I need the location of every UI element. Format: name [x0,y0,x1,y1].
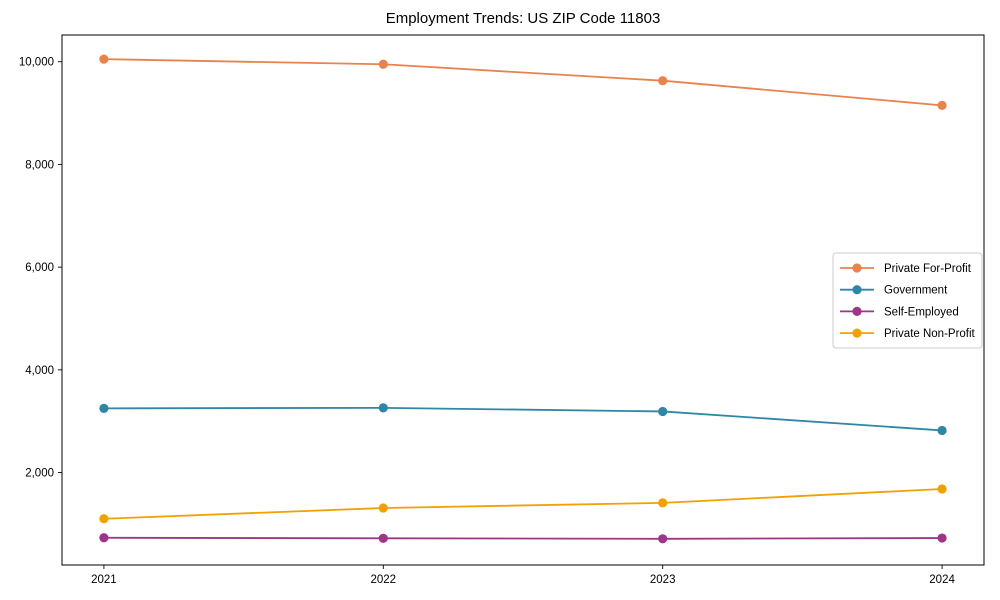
data-point-private-for-profit [99,54,109,64]
data-point-self-employed [658,534,668,544]
x-tick-label: 2021 [91,574,117,586]
data-point-government [937,425,947,436]
series-line-self-employed [103,536,943,540]
legend-sample-marker [852,328,862,338]
data-point-government [99,403,109,413]
data-point-government [378,403,388,413]
y-tick-label: 2,000 [25,467,54,479]
series-line-private-non-profit [103,488,943,520]
series-line-private-for-profit [103,58,943,107]
y-tick-label: 8,000 [25,159,54,171]
legend-label: Private For-Profit [884,263,972,275]
chart-title: Employment Trends: US ZIP Code 11803 [385,10,661,27]
data-point-self-employed [378,533,388,543]
data-point-private-for-profit [378,59,388,69]
data-point-private-for-profit [937,100,947,110]
data-point-self-employed [99,533,109,543]
x-tick-label: 2023 [650,574,676,586]
legend-label: Private Non-Profit [884,328,976,340]
plot-frame [61,34,985,566]
y-tick-label: 10,000 [19,57,54,69]
legend-label: Self-Employed [884,306,959,318]
legend-sample-marker [852,285,862,295]
y-tick-label: 6,000 [25,262,54,274]
legend-label: Government [884,285,948,297]
series-line-government [103,406,943,432]
legend-sample-marker [852,306,862,316]
x-tick-label: 2022 [371,574,397,586]
legend-box [832,252,983,349]
data-point-private-non-profit [937,484,947,494]
x-tick-label: 2024 [929,574,955,586]
legend-sample-marker [852,263,862,273]
data-point-private-non-profit [99,514,109,524]
data-point-private-non-profit [378,503,388,513]
data-point-private-non-profit [658,498,668,508]
y-tick-label: 4,000 [25,365,54,377]
data-point-government [658,406,668,417]
data-point-self-employed [937,533,947,543]
data-point-private-for-profit [658,76,668,86]
